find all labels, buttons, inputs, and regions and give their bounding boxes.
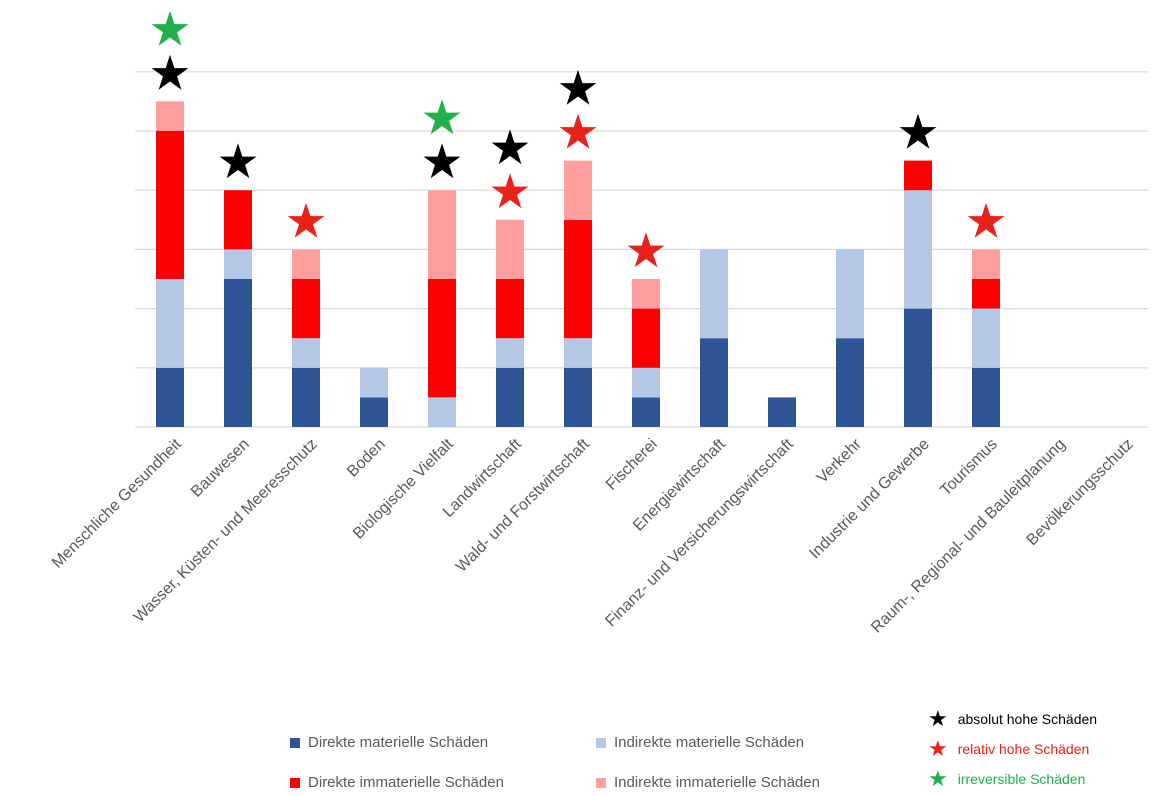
bar-segment — [156, 279, 184, 368]
bar-segment — [564, 338, 592, 368]
star-icon: ★ — [488, 164, 531, 220]
legend-item-absolut: ★ absolut hohe Schäden — [928, 708, 1097, 730]
bar-segment — [496, 219, 524, 279]
star-icon: ★ — [420, 134, 463, 190]
bar-segment — [564, 367, 592, 427]
bar-segment — [836, 249, 864, 339]
bar-segment — [156, 367, 184, 427]
bar-segment — [836, 338, 864, 427]
bar-segment — [224, 190, 252, 250]
bar-segment — [768, 397, 796, 427]
star-icon: ★ — [928, 706, 948, 731]
star-icon: ★ — [284, 193, 327, 249]
bar-segment — [428, 397, 456, 427]
bar-segment — [632, 279, 660, 309]
star-icon: ★ — [148, 45, 191, 101]
legend-label: absolut hohe Schäden — [957, 711, 1098, 727]
bar-segment — [292, 367, 320, 427]
bar-segment — [428, 190, 456, 279]
legend-label: Direkte immaterielle Schäden — [308, 774, 504, 791]
star-icon: ★ — [624, 223, 667, 279]
legend-item-irreversibel: ★ irreversible Schäden — [928, 768, 1085, 790]
legend-item-direct-material: Direkte materielle Schäden — [290, 734, 488, 751]
bar-segment — [632, 367, 660, 398]
legend-item-indirect-material: Indirekte materielle Schäden — [596, 734, 804, 751]
marker-stars: ★★★★★★★★ ★★★★★ — [148, 1, 1007, 279]
legend-swatch — [290, 777, 300, 788]
star-icon: ★ — [928, 736, 948, 761]
bar-segment — [564, 160, 592, 220]
bar-segment — [292, 249, 320, 279]
bar-segment — [632, 308, 660, 368]
bar-segment — [224, 249, 252, 279]
bar-segment — [904, 160, 932, 191]
legend-label: Indirekte materielle Schäden — [614, 734, 805, 751]
bar-segment — [496, 367, 524, 427]
category-label: Industrie und Gewerbe — [806, 436, 933, 563]
bar-segment — [292, 338, 320, 368]
category-label: Tourismus — [937, 436, 1001, 500]
bar-segment — [428, 279, 456, 398]
bar-segment — [972, 308, 1000, 368]
star-icon: ★ — [420, 90, 463, 146]
star-icon: ★ — [964, 193, 1007, 249]
bar-segment — [972, 279, 1000, 309]
star-icon: ★ — [556, 61, 599, 117]
bar-segment — [156, 101, 184, 131]
category-label: Verkehr — [814, 435, 865, 486]
legend-swatch — [596, 777, 606, 788]
star-icon: ★ — [896, 105, 939, 161]
bar-segment — [632, 397, 660, 427]
bar-segment — [700, 249, 728, 339]
bar-segment — [224, 279, 252, 427]
star-icon: ★ — [488, 120, 531, 176]
bar-segment — [972, 367, 1000, 427]
bar-segment — [700, 338, 728, 427]
legend-item-indirect-immaterial: Indirekte immaterielle Schäden — [596, 774, 820, 791]
category-label: Fischerei — [603, 436, 661, 494]
legend-item-direct-immaterial: Direkte immaterielle Schäden — [290, 774, 504, 791]
bar-segment — [496, 338, 524, 368]
bar-segment — [496, 279, 524, 339]
star-icon: ★ — [216, 134, 259, 190]
bar-segment — [360, 397, 388, 427]
stacked-bar-chart: ★★★★★★★★ ★★★★★ Menschliche Gesundheit Bauw… — [49, 1, 1148, 637]
legend-label: Direkte materielle Schäden — [308, 734, 489, 751]
category-label: Bauwesen — [188, 436, 253, 501]
legend-label: Indirekte immaterielle Schäden — [614, 774, 820, 791]
bar-segment — [564, 219, 592, 339]
legend-item-relativ: ★ relativ hohe Schäden — [928, 738, 1089, 760]
bar-segment — [292, 279, 320, 339]
bar-segment — [156, 131, 184, 279]
bar-segment — [972, 249, 1000, 279]
bar-segment — [904, 190, 932, 309]
star-icon: ★ — [928, 766, 948, 791]
category-label: Boden — [344, 436, 389, 481]
star-icon: ★ — [556, 105, 599, 161]
category-label: Menschliche Gesundheit — [49, 435, 185, 571]
bars — [156, 101, 1000, 427]
legend-label: irreversible Schäden — [957, 771, 1086, 787]
bar-segment — [360, 367, 388, 398]
category-label: Wald- und Forstwirtschaft — [453, 435, 593, 575]
legend-label: relativ hohe Schäden — [957, 741, 1090, 757]
legend-swatch — [596, 737, 606, 748]
legend-swatch — [290, 737, 300, 748]
star-icon: ★ — [148, 1, 191, 57]
bar-segment — [904, 308, 932, 427]
